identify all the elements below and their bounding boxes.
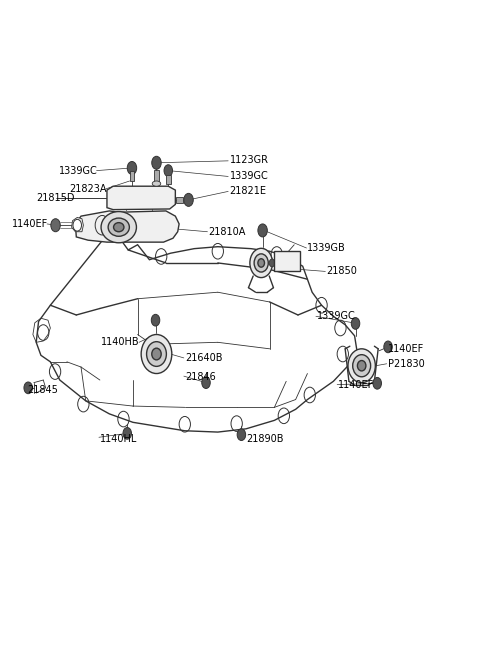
Circle shape [51, 218, 60, 232]
Text: 1140EF: 1140EF [388, 344, 424, 354]
Text: 1140EF: 1140EF [338, 380, 374, 390]
Circle shape [127, 161, 137, 174]
Text: 1339GC: 1339GC [229, 171, 268, 182]
Text: 1140HB: 1140HB [101, 337, 140, 347]
Text: 1339GC: 1339GC [59, 165, 97, 176]
Text: 1123GR: 1123GR [229, 155, 269, 165]
Circle shape [164, 165, 172, 176]
Text: 21890B: 21890B [246, 434, 284, 443]
Circle shape [351, 318, 360, 329]
Text: 21845: 21845 [27, 385, 58, 395]
Circle shape [184, 194, 193, 207]
Circle shape [152, 156, 161, 169]
Circle shape [151, 314, 160, 326]
Ellipse shape [101, 212, 136, 243]
Circle shape [123, 428, 132, 440]
Ellipse shape [358, 361, 366, 371]
Circle shape [73, 219, 82, 231]
Text: 21810A: 21810A [208, 227, 246, 237]
Polygon shape [75, 211, 179, 242]
Text: P21830: P21830 [388, 359, 424, 369]
Polygon shape [72, 217, 84, 232]
Ellipse shape [114, 222, 124, 232]
Circle shape [384, 341, 392, 353]
Text: 21850: 21850 [326, 266, 357, 276]
Ellipse shape [141, 335, 172, 373]
Circle shape [24, 382, 33, 394]
Text: 21640B: 21640B [185, 353, 222, 363]
Text: 1339GC: 1339GC [317, 312, 356, 321]
Text: 21823A: 21823A [70, 184, 107, 194]
Bar [130, 171, 134, 181]
Text: 21846: 21846 [185, 372, 216, 382]
Bar [166, 175, 170, 184]
Ellipse shape [146, 342, 167, 367]
Ellipse shape [258, 258, 264, 267]
Text: 21821E: 21821E [229, 186, 266, 196]
Ellipse shape [254, 254, 268, 272]
Circle shape [258, 224, 267, 237]
Text: 1140EF: 1140EF [12, 219, 48, 229]
Circle shape [202, 377, 210, 388]
Circle shape [373, 377, 382, 389]
Circle shape [269, 259, 275, 267]
Circle shape [237, 429, 246, 441]
Ellipse shape [348, 349, 375, 382]
Ellipse shape [108, 218, 130, 236]
Polygon shape [107, 186, 175, 210]
Text: 1140HL: 1140HL [100, 434, 137, 443]
Ellipse shape [152, 348, 161, 360]
Text: 1339GB: 1339GB [307, 243, 346, 253]
Bar [154, 170, 159, 182]
Bar [275, 251, 300, 271]
Ellipse shape [152, 181, 161, 186]
Bar [176, 197, 183, 203]
Ellipse shape [353, 355, 371, 377]
Text: 21815D: 21815D [36, 193, 75, 203]
Ellipse shape [250, 249, 273, 277]
